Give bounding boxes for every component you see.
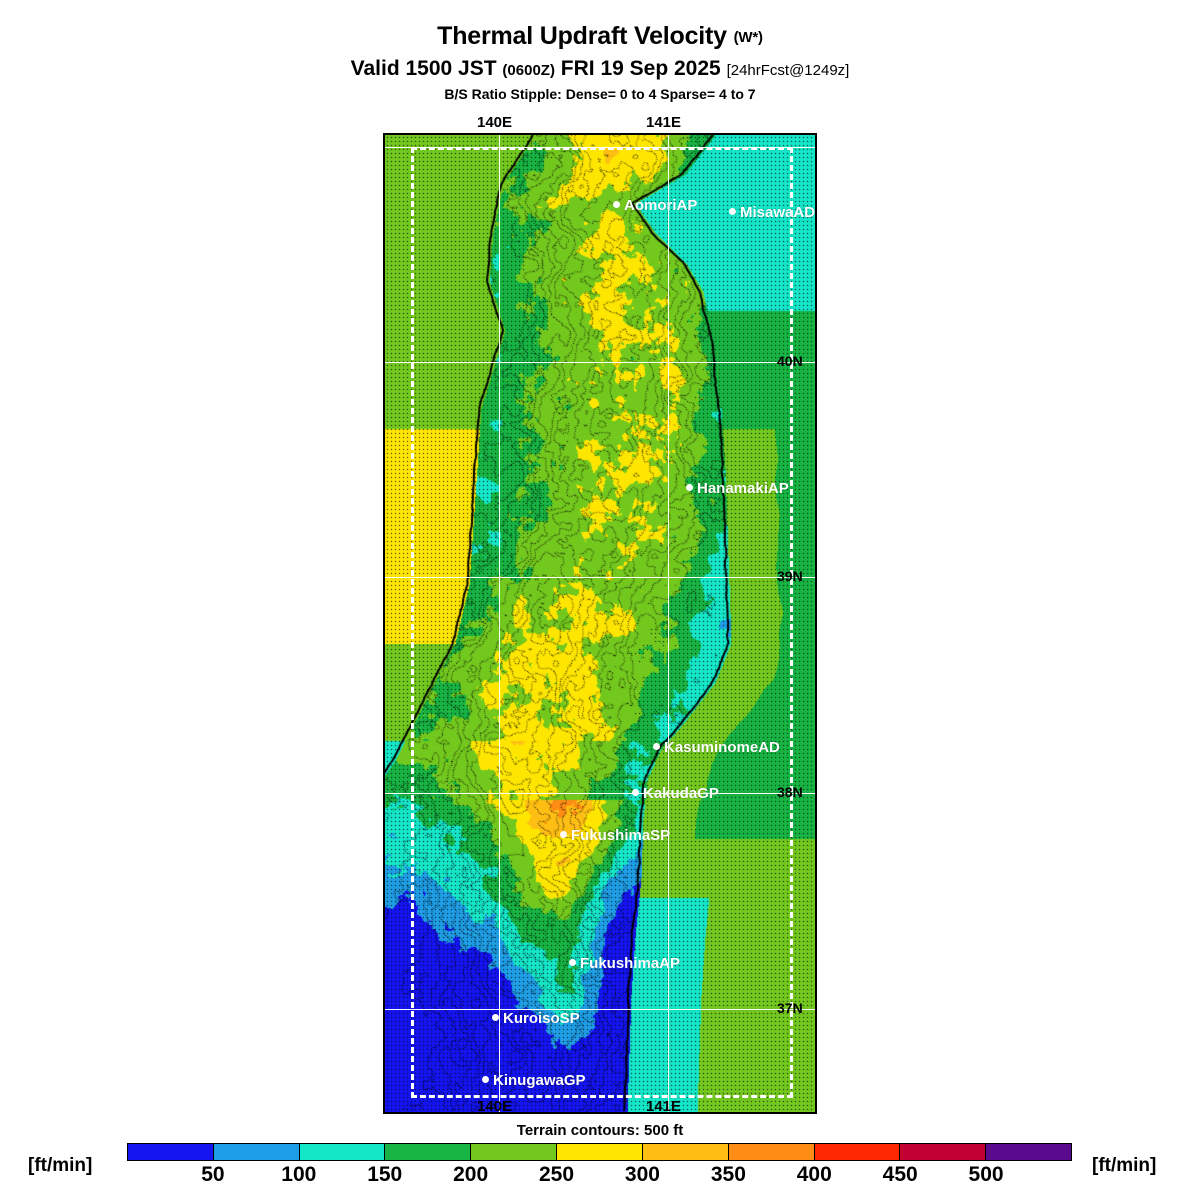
station-label: FukushimaAP xyxy=(580,955,681,972)
terrain-contour-note: Terrain contours: 500 ft xyxy=(516,1122,684,1139)
colorbar-band-9 xyxy=(900,1144,987,1160)
station-label: HanamakiAP xyxy=(697,480,789,497)
lat-label-right-37N: 37N xyxy=(777,1000,803,1016)
colorbar-tick-500: 500 xyxy=(968,1163,1004,1186)
header-block: Thermal Updraft Velocity (W*) Valid 1500… xyxy=(0,0,1200,102)
valid-time-date: FRI 19 Sep 2025 xyxy=(560,57,721,80)
station-dot-icon xyxy=(613,201,620,208)
station-dot-icon xyxy=(492,1014,499,1021)
stipple-note: B/S Ratio Stipple: Dense= 0 to 4 Sparse=… xyxy=(444,86,756,102)
station-dot-icon xyxy=(569,959,576,966)
station-dot-icon xyxy=(686,484,693,491)
station-fukushimaap: FukushimaAP xyxy=(569,955,680,973)
colorbar-band-0 xyxy=(128,1144,214,1160)
station-hanamakiap: HanamakiAP xyxy=(686,480,789,498)
gridline-lon-1 xyxy=(668,135,669,1112)
colorbar-band-2 xyxy=(299,1144,386,1160)
colorbar[interactable] xyxy=(127,1143,1072,1161)
colorbar-tick-150: 150 xyxy=(367,1163,403,1186)
colorbar-band-8 xyxy=(814,1144,901,1160)
station-label: KasuminomeAD xyxy=(664,739,780,756)
colorbar-band-4 xyxy=(471,1144,558,1160)
map-plot-area[interactable]: AomoriAP MisawaAD HanamakiAP KasuminomeAD Ka… xyxy=(383,133,817,1114)
lon-label-bottom-141E: 141E xyxy=(646,1098,682,1115)
colorbar-tick-250: 250 xyxy=(539,1163,575,1186)
colorbar-tick-100: 100 xyxy=(281,1163,317,1186)
station-dot-icon xyxy=(653,743,660,750)
station-label: FukushimaSP xyxy=(571,827,671,844)
lat-label-right-38N: 38N xyxy=(777,784,803,800)
station-misawaad: MisawaAD xyxy=(729,204,815,222)
station-label: AomoriAP xyxy=(624,197,698,214)
station-label: MisawaAD xyxy=(740,204,816,221)
valid-time-main: Valid 1500 JST xyxy=(350,57,497,80)
colorbar-band-1 xyxy=(213,1144,300,1160)
page-title-subscript: (W*) xyxy=(733,29,763,46)
colorbar-band-6 xyxy=(642,1144,729,1160)
colorbar-tick-350: 350 xyxy=(710,1163,746,1186)
colorbar-unit-right: [ft/min] xyxy=(1092,1155,1157,1176)
colorbar-ticks: 50 100 150 200 250 300 350 400 450 500 xyxy=(127,1163,1072,1193)
station-fukushimasp: FukushimaSP xyxy=(560,827,670,845)
colorbar-tick-450: 450 xyxy=(882,1163,918,1186)
colorbar-unit-left: [ft/min] xyxy=(28,1155,93,1176)
gridline-lat-4 xyxy=(385,147,815,148)
station-label: KakudaGP xyxy=(643,785,719,802)
colorbar-tick-50: 50 xyxy=(201,1163,225,1186)
station-label: KinugawaGP xyxy=(493,1072,586,1089)
colorbar-band-10 xyxy=(986,1144,1071,1160)
colorbar-tick-400: 400 xyxy=(796,1163,832,1186)
gridline-lat-2 xyxy=(385,793,815,794)
station-kinugawagp: KinugawaGP xyxy=(482,1072,586,1090)
lon-label-bottom-140E: 140E xyxy=(477,1098,513,1115)
lon-label-top-141E: 141E xyxy=(646,114,682,131)
station-dot-icon xyxy=(482,1076,489,1083)
colorbar-band-7 xyxy=(728,1144,815,1160)
station-label: KuroisoSP xyxy=(503,1010,580,1027)
colorbar-tick-300: 300 xyxy=(624,1163,660,1186)
station-dot-icon xyxy=(632,789,639,796)
station-kasuminomead: KasuminomeAD xyxy=(653,739,780,757)
colorbar-band-5 xyxy=(557,1144,643,1160)
colorbar-band-3 xyxy=(385,1144,472,1160)
lat-label-right-39N: 39N xyxy=(777,568,803,584)
gridline-lon-0 xyxy=(499,135,500,1112)
page-title: Thermal Updraft Velocity (W*) xyxy=(0,24,1200,49)
gridline-lat-0 xyxy=(385,362,815,363)
station-aomoriap: AomoriAP xyxy=(613,197,697,215)
valid-time-zulu: (0600Z) xyxy=(502,62,555,79)
page-title-text: Thermal Updraft Velocity xyxy=(437,22,727,50)
station-kuroisosp: KuroisoSP xyxy=(492,1010,580,1028)
station-kakudagp: KakudaGP xyxy=(632,785,719,803)
gridline-lat-1 xyxy=(385,577,815,578)
lon-label-top-140E: 140E xyxy=(477,114,513,131)
forecast-stamp: [24hrFcst@1249z] xyxy=(726,62,850,79)
colorbar-tick-200: 200 xyxy=(453,1163,489,1186)
gridline-lat-3 xyxy=(385,1009,815,1010)
thermal-updraft-raster xyxy=(385,135,815,1112)
valid-time-line: Valid 1500 JST (0600Z) FRI 19 Sep 2025 [… xyxy=(0,58,1200,79)
station-dot-icon xyxy=(729,208,736,215)
station-dot-icon xyxy=(560,831,567,838)
lat-label-right-40N: 40N xyxy=(777,353,803,369)
